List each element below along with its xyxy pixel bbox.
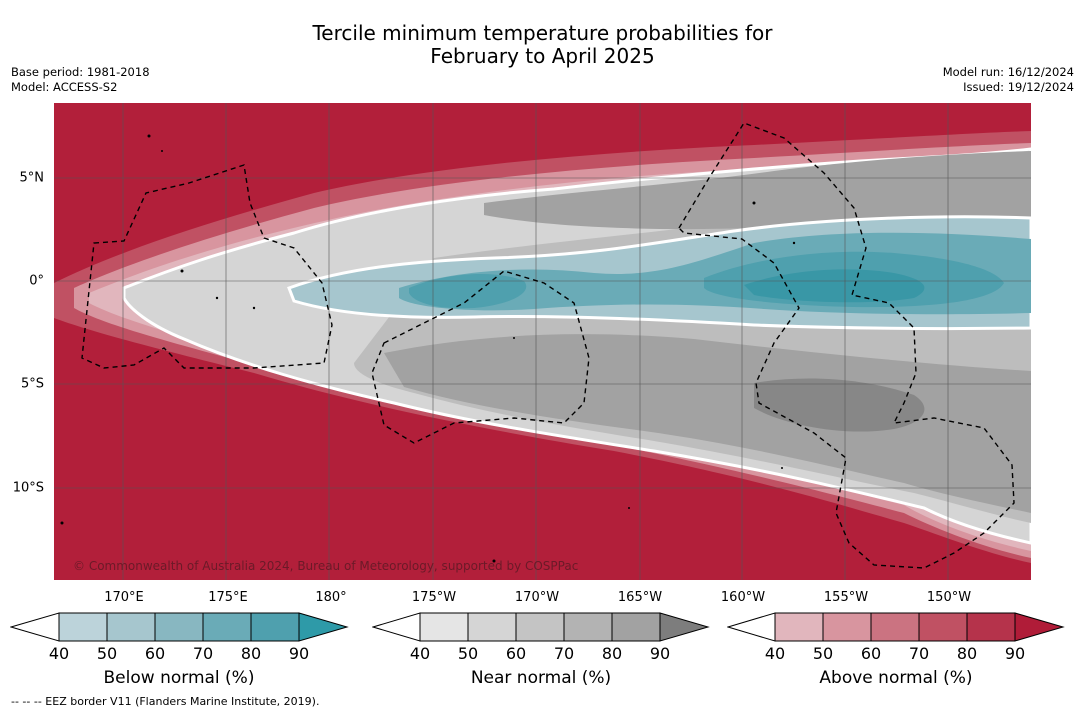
title-line-2: February to April 2025 <box>430 44 655 68</box>
base-period: Base period: 1981-2018 <box>11 65 150 79</box>
tick: 70 <box>553 644 575 663</box>
issued-date: Issued: 19/12/2024 <box>963 80 1074 94</box>
colorbar-below-swatches <box>9 612 349 642</box>
tick: 40 <box>48 644 70 663</box>
lon-label-155w: 155°W <box>823 590 869 605</box>
tick: 60 <box>860 644 882 663</box>
colorbar-swatch <box>467 612 517 642</box>
lon-label-150w: 150°W <box>926 590 972 605</box>
below-normal-west-80 <box>409 273 527 309</box>
colorbar-swatch <box>515 612 565 642</box>
lat-label-0: 0° <box>29 273 44 289</box>
colorbar-swatch <box>822 612 872 642</box>
tick: 60 <box>144 644 166 663</box>
colorbar-above-title: Above normal (%) <box>819 668 973 688</box>
colorbar-below-title: Below normal (%) <box>103 668 255 688</box>
colorbar-swatch <box>611 612 661 642</box>
lon-label-180: 180° <box>315 590 347 605</box>
graticule <box>54 103 1031 580</box>
copyright-notice: © Commonwealth of Australia 2024, Bureau… <box>73 559 579 573</box>
lon-label-165w: 165°W <box>617 590 663 605</box>
tick: 60 <box>505 644 527 663</box>
tick: 80 <box>240 644 262 663</box>
colorbar-above-normal <box>726 612 1067 648</box>
lon-label-175e: 175°E <box>208 590 248 605</box>
below-normal-90 <box>744 269 925 303</box>
lat-label-5s: 5°S <box>20 376 44 392</box>
near-normal-dark <box>384 334 1031 513</box>
eez-borders <box>81 122 1015 569</box>
tick: 50 <box>457 644 479 663</box>
colorbar-swatch <box>106 612 156 642</box>
near-normal-north-dark <box>484 151 1031 230</box>
tick: 90 <box>1004 644 1026 663</box>
colorbar-near-title: Near normal (%) <box>470 668 612 688</box>
tick: 70 <box>908 644 930 663</box>
islands <box>60 134 796 563</box>
lon-label-175w: 175°W <box>411 590 457 605</box>
map-title: Tercile minimum temperature probabilitie… <box>0 22 1085 68</box>
colorbar-swatch <box>563 612 613 642</box>
tick: 90 <box>649 644 671 663</box>
colorbar-swatch <box>202 612 252 642</box>
eez-footnote: -- -- -- EEZ border V11 (Flanders Marine… <box>11 695 320 708</box>
colorbar-near-normal <box>371 612 712 648</box>
tick: 50 <box>812 644 834 663</box>
colorbar-swatch <box>918 612 968 642</box>
near-normal-darkest <box>754 378 925 432</box>
model-info: Base period: 1981-2018 Model: ACCESS-S2 <box>11 65 150 95</box>
model-run: Model run: 16/12/2024 <box>942 65 1074 79</box>
lat-label-5n: 5°N <box>19 170 45 186</box>
colorbar-swatch <box>774 612 824 642</box>
colorbar-swatch <box>966 612 1016 642</box>
colorbar-swatch <box>870 612 920 642</box>
tick: 80 <box>601 644 623 663</box>
lon-label-160w: 160°W <box>720 590 766 605</box>
model-name: Model: ACCESS-S2 <box>11 80 118 94</box>
tick: 90 <box>288 644 310 663</box>
run-info: Model run: 16/12/2024 Issued: 19/12/2024 <box>943 65 1074 95</box>
colorbar-swatch <box>58 612 108 642</box>
colorbar-swatch <box>250 612 300 642</box>
lon-label-170e: 170°E <box>104 590 144 605</box>
lon-label-170w: 170°W <box>514 590 560 605</box>
tick: 70 <box>192 644 214 663</box>
colorbar-swatch <box>419 612 469 642</box>
title-line-1: Tercile minimum temperature probabilitie… <box>312 21 773 45</box>
tick: 50 <box>96 644 118 663</box>
tick: 80 <box>956 644 978 663</box>
colorbar-swatch <box>154 612 204 642</box>
colorbar-near-swatches <box>371 612 710 642</box>
tick: 40 <box>409 644 431 663</box>
probability-map <box>54 103 1031 580</box>
lat-label-10s: 10°S <box>12 480 44 496</box>
colorbar-below-normal <box>9 612 350 648</box>
tick: 40 <box>764 644 786 663</box>
colorbar-above-swatches <box>726 612 1065 642</box>
